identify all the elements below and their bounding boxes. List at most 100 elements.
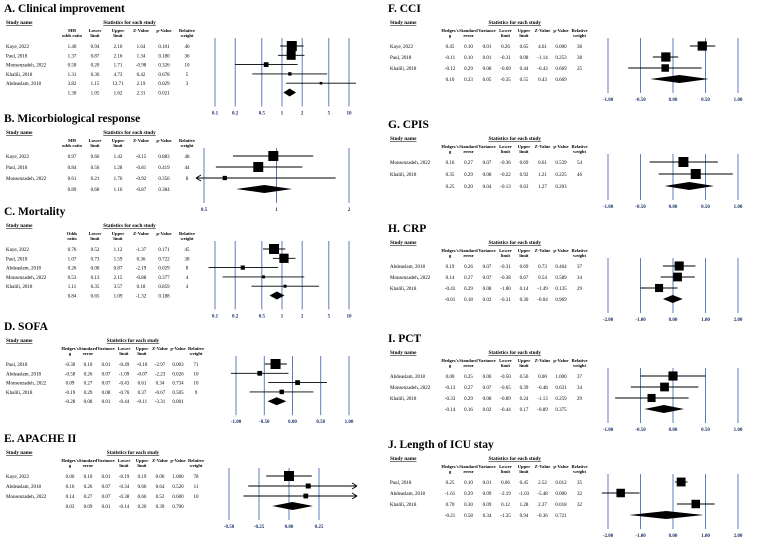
cell-value: 0.56 (91, 166, 100, 171)
column-header: Relative weight (571, 248, 587, 258)
column-header: Variance (97, 346, 114, 351)
cell-value: 71 (194, 363, 200, 368)
pooled-value: 1.62 (114, 92, 123, 97)
cell-value: 1.31 (68, 73, 77, 78)
cell-value: 10 (194, 495, 200, 500)
pooled-value: 0.721 (555, 514, 567, 519)
cell-value: 0.253 (555, 56, 567, 61)
cell-value: -0.31 (500, 265, 511, 270)
cell-value: -0.65 (500, 386, 511, 391)
tick-label: 0.5 (259, 112, 266, 117)
cell-value: 0.07 (483, 265, 492, 270)
tick-label: 2.00 (734, 318, 743, 323)
pooled-value: 0.669 (555, 78, 567, 83)
study-name: Kaye, 2022 (6, 45, 30, 50)
cell-value: -1.00 (500, 287, 511, 292)
cell-value: 0.24 (520, 397, 529, 402)
pooled-value: -0.44 (119, 400, 130, 405)
column-header: Z-Value (535, 358, 551, 363)
study-name-header: Study name (6, 130, 33, 136)
study-name: Paul, 2018 (6, 257, 28, 262)
cell-value: 0.34 (156, 382, 165, 387)
cell-value: 0.50 (520, 375, 529, 380)
cell-value: -0.36 (500, 161, 511, 166)
study-name-header: Study name (6, 338, 33, 344)
cell-value: 0.61 (68, 177, 77, 182)
study-name-header: Study name (390, 20, 417, 26)
pooled-value: 0.021 (158, 92, 170, 97)
study-point (691, 499, 700, 509)
pooled-value: 0.20 (464, 185, 473, 190)
cell-value: 2.19 (137, 82, 146, 87)
panel-title: F. CCI (388, 3, 421, 15)
study-point (647, 393, 656, 403)
cell-value: 0.07 (483, 161, 492, 166)
study-name-header: Study name (390, 240, 417, 246)
cell-value: 4.61 (538, 45, 547, 50)
cell-value: 0.08 (483, 397, 492, 402)
cell-value: 0.36 (91, 73, 100, 78)
cell-value: 3.57 (114, 285, 123, 290)
pooled-diamond (664, 182, 714, 190)
cell-value: 1.15 (91, 82, 100, 87)
cell-value: 0.08 (520, 56, 529, 61)
cell-value: 0.859 (158, 285, 170, 290)
column-header: Upper limit (518, 28, 531, 38)
cell-value: 0.669 (555, 67, 567, 72)
study-name: Khalili, 2018 (390, 503, 417, 508)
cell-value: 0.08 (483, 287, 492, 292)
study-point (616, 488, 625, 498)
column-header: Variance (478, 248, 495, 253)
tick-label: -1.00 (635, 534, 646, 539)
cell-value: 0.92 (520, 173, 529, 178)
cell-value: 0.53 (68, 276, 77, 281)
cell-value: 1.000 (555, 375, 567, 380)
column-header: p-Value (553, 28, 568, 33)
cell-value: -1.49 (537, 287, 548, 292)
cell-value: 0.26 (68, 267, 77, 272)
cell-value: 0.27 (464, 161, 473, 166)
study-name: Khalili, 2018 (390, 287, 417, 292)
ci-arrow-right (351, 482, 358, 490)
cell-value: 0.26 (84, 372, 93, 377)
cell-value: -1.61 (445, 492, 456, 497)
study-point (270, 359, 281, 369)
cell-value: 0.58 (68, 64, 77, 69)
cell-value: 0.09 (483, 492, 492, 497)
column-header: Upper limit (112, 138, 125, 148)
study-name: Abdeaslam, 2018 (6, 82, 41, 87)
tick-label: 1.00 (345, 420, 354, 425)
cell-value: 0.69 (520, 161, 529, 166)
cell-value: 0.97 (68, 155, 77, 160)
cell-value: 0.10 (464, 45, 473, 50)
panel-title: J. Length of ICU stay (388, 439, 494, 451)
column-header: Upper limit (112, 231, 125, 241)
cell-value: 3.82 (68, 82, 77, 87)
column-header: Variance (97, 458, 114, 463)
pooled-value: 0.05 (483, 78, 492, 83)
cell-value: 0.08 (102, 391, 111, 396)
cell-value: 0.08 (483, 67, 492, 72)
cell-value: 0.589 (555, 276, 567, 281)
tick-label: 1 (275, 208, 278, 213)
cell-value: 0.018 (555, 503, 567, 508)
column-header: p-Value (553, 464, 568, 469)
cell-value: 0.29 (464, 492, 473, 497)
pooled-value: 1.09 (114, 295, 123, 300)
cell-value: 0.464 (555, 265, 567, 270)
pooled-diamond (272, 502, 313, 510)
cell-value: -0.48 (537, 386, 548, 391)
pooled-value: 0.25 (446, 185, 455, 190)
tick-label: 0.1 (212, 315, 219, 320)
study-name: Monsenzadeh, 2022 (6, 64, 47, 69)
pooled-diamond (269, 291, 285, 300)
study-point (673, 272, 682, 282)
cell-value: 0.734 (172, 382, 184, 387)
cell-value: -0.43 (445, 287, 456, 292)
cell-value: 0.14 (520, 287, 529, 292)
forest-panel: D. SOFA Study name Statistics for each stu… (4, 321, 354, 425)
forest-panel: I. PCT Study name Statistics for each stud… (388, 333, 743, 433)
cell-value: 0.64 (156, 485, 165, 490)
column-header: p-Value (553, 144, 568, 149)
study-point (690, 169, 701, 179)
